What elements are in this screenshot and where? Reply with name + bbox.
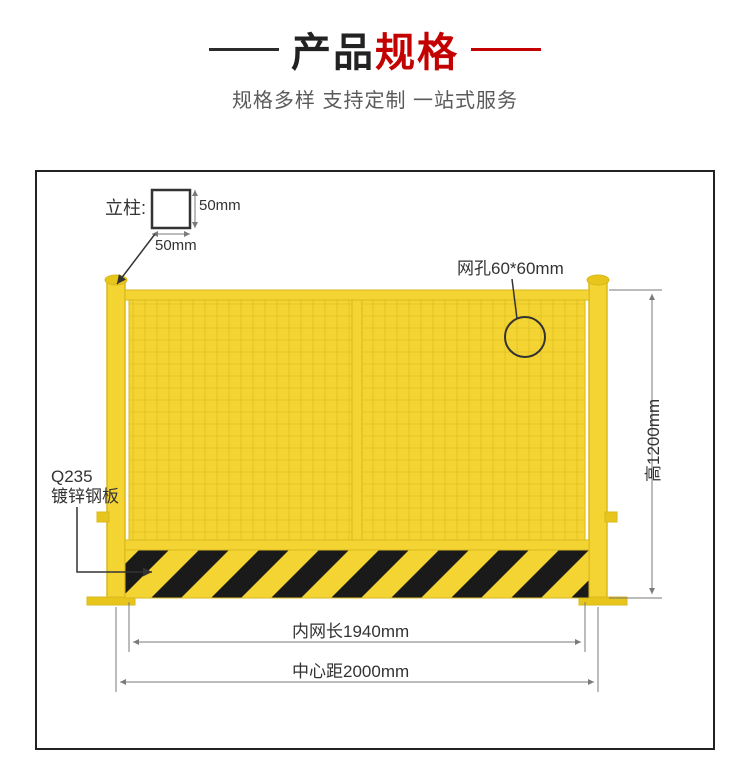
inner-length-dim: 内网长1940mm <box>129 602 585 652</box>
steel-label2: 镀锌钢板 <box>51 487 119 506</box>
steel-label1: Q235 <box>51 467 93 486</box>
header: 产品规格 规格多样 支持定制 一站式服务 <box>0 0 750 113</box>
header-bar-right <box>471 48 541 51</box>
page-subtitle: 规格多样 支持定制 一站式服务 <box>0 84 750 113</box>
header-row: 产品规格 <box>0 20 750 78</box>
post-width-label: 50mm <box>155 237 197 254</box>
mesh-label: 网孔60*60mm <box>457 259 564 278</box>
center-dist-dim: 中心距2000mm <box>116 607 598 692</box>
fence <box>87 275 627 605</box>
title-suffix: 规格 <box>375 31 459 75</box>
diagram-container: 立柱: 50mm 50mm <box>35 170 715 750</box>
center-dist-label: 中心距2000mm <box>292 662 409 681</box>
height-label: 高1200mm <box>644 399 663 482</box>
spec-diagram: 立柱: 50mm 50mm <box>37 172 717 752</box>
header-bar-left <box>209 48 279 51</box>
page-title: 产品规格 <box>291 20 459 78</box>
height-dim: 高1200mm <box>609 290 663 598</box>
inner-length-label: 内网长1940mm <box>292 622 409 641</box>
title-prefix: 产品 <box>291 31 375 75</box>
post-label: 立柱: <box>105 198 146 218</box>
post-height-label: 50mm <box>199 197 241 214</box>
post-section-icon: 立柱: 50mm 50mm <box>105 190 241 254</box>
